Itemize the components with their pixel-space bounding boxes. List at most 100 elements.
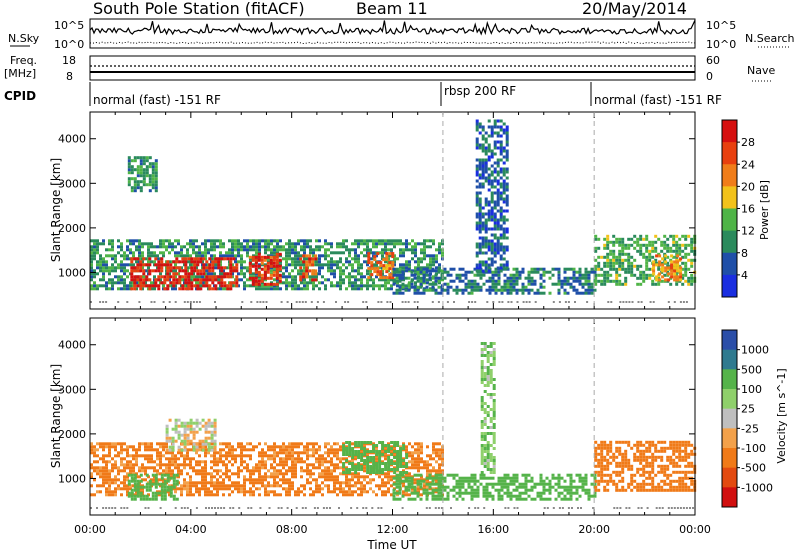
- data-cell: [681, 255, 685, 259]
- data-cell: [481, 143, 485, 147]
- data-cell: [237, 260, 240, 264]
- data-cell: [435, 448, 438, 452]
- data-cell: [99, 266, 102, 270]
- data-cell: [147, 260, 150, 264]
- data-cell: [408, 454, 411, 458]
- data-cell: [419, 473, 423, 477]
- data-cell: [487, 158, 491, 162]
- data-cell: [521, 482, 525, 486]
- data-cell: [342, 453, 346, 456]
- data-cell: [198, 442, 201, 446]
- data-cell: [123, 469, 126, 473]
- data-cell: [123, 278, 126, 282]
- data-cell: [204, 481, 207, 485]
- data-cell: [502, 161, 506, 165]
- data-cell: [521, 267, 525, 271]
- data-cell: [321, 266, 324, 270]
- data-cell: [405, 266, 408, 270]
- data-cell: [503, 273, 507, 277]
- data-cell: [367, 255, 371, 259]
- data-cell: [186, 269, 189, 273]
- data-cell: [302, 275, 306, 279]
- data-cell: [521, 291, 525, 295]
- data-cell: [90, 263, 93, 267]
- data-cell: [672, 243, 676, 247]
- data-cell: [108, 287, 111, 291]
- data-cell: [208, 263, 212, 267]
- data-cell: [342, 242, 345, 246]
- data-cell: [609, 279, 613, 283]
- data-cell: [395, 482, 399, 486]
- data-cell: [130, 266, 134, 270]
- data-cell: [473, 282, 477, 286]
- data-cell: [648, 243, 652, 247]
- data-cell: [136, 183, 140, 187]
- data-cell: [481, 206, 485, 210]
- data-cell: [429, 260, 432, 264]
- data-cell: [499, 149, 503, 153]
- data-cell: [168, 439, 172, 443]
- data-cell: [190, 281, 194, 285]
- data-cell: [590, 270, 594, 274]
- data-cell: [336, 478, 339, 482]
- data-cell: [132, 463, 135, 467]
- data-cell: [111, 287, 114, 291]
- data-cell: [478, 143, 482, 147]
- data-cell: [294, 254, 297, 258]
- data-cell: [135, 490, 138, 494]
- data-cell: [174, 463, 177, 467]
- data-cell: [393, 448, 396, 452]
- data-cell: [288, 245, 291, 249]
- data-cell: [369, 459, 373, 462]
- data-cell: [499, 167, 503, 171]
- data-cell: [108, 475, 111, 479]
- data-cell: [213, 421, 217, 425]
- data-cell: [282, 457, 285, 461]
- data-cell: [303, 269, 306, 273]
- data-cell: [297, 272, 300, 276]
- data-cell: [123, 254, 126, 258]
- data-cell: [279, 478, 282, 482]
- data-cell: [505, 203, 509, 207]
- data-cell: [117, 478, 120, 482]
- data-cell: [177, 418, 181, 422]
- freq-label-2: [MHz]: [4, 67, 36, 80]
- data-cell: [658, 260, 662, 264]
- data-cell: [321, 487, 324, 491]
- data-cell: [216, 493, 219, 497]
- data-cell: [414, 448, 417, 452]
- data-cell: [342, 444, 346, 447]
- data-cell: [117, 245, 120, 249]
- data-cell: [312, 254, 315, 258]
- data-cell: [231, 463, 234, 467]
- data-cell: [285, 490, 288, 494]
- data-cell: [369, 257, 372, 261]
- data-cell: [499, 140, 503, 144]
- data-cell: [414, 269, 417, 273]
- data-cell: [393, 454, 396, 458]
- data-cell: [621, 249, 625, 253]
- data-cell: [606, 243, 610, 247]
- data-cell: [278, 258, 282, 262]
- data-cell: [512, 285, 516, 289]
- data-cell: [150, 254, 153, 258]
- data-cell: [276, 454, 279, 458]
- data-cell: [225, 457, 228, 461]
- data-cell: [225, 451, 228, 455]
- data-cell: [196, 278, 200, 282]
- data-cell: [584, 267, 588, 271]
- data-cell: [380, 301, 383, 303]
- data-cell: [126, 245, 129, 249]
- data-cell: [220, 269, 224, 273]
- data-cell: [105, 490, 108, 494]
- data-cell: [505, 230, 509, 234]
- data-cell: [354, 254, 357, 258]
- data-cell: [177, 448, 181, 452]
- data-cell: [217, 263, 221, 267]
- data-cell: [348, 284, 351, 288]
- data-cell: [425, 491, 429, 495]
- data-cell: [645, 267, 649, 271]
- data-cell: [360, 481, 363, 485]
- y-tick-label: 3000: [58, 177, 86, 190]
- data-cell: [204, 448, 207, 452]
